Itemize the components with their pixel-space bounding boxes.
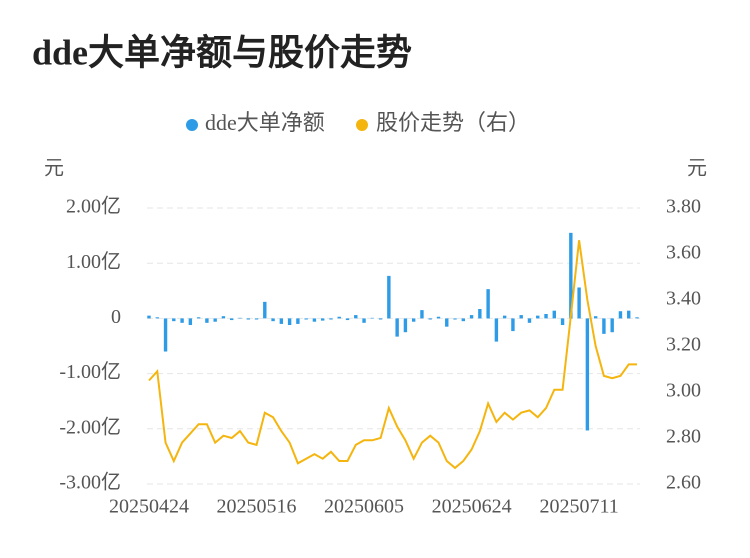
legend-marker <box>186 119 198 131</box>
bar <box>320 318 325 321</box>
bar <box>279 318 284 324</box>
x-tick-label: 20250624 <box>432 496 512 518</box>
bar <box>387 275 391 319</box>
y2-tick-label: 3.20 <box>666 334 701 356</box>
bar <box>627 310 631 319</box>
bar <box>163 318 168 352</box>
y-tick-label: -3.00亿 <box>59 471 121 494</box>
bar <box>635 317 639 319</box>
x-tick-label: 20250711 <box>539 496 618 518</box>
bar <box>329 318 333 320</box>
bar <box>337 316 341 319</box>
chart-title: dde大单净额与股价走势 <box>32 32 412 72</box>
x-tick-label: 20250605 <box>324 496 404 518</box>
bar <box>577 287 581 319</box>
y-tick-label: 2.00亿 <box>66 195 121 218</box>
bar <box>461 318 466 322</box>
x-tick-label: 20250424 <box>109 496 189 518</box>
bar <box>354 315 358 319</box>
bar <box>238 317 242 319</box>
bar <box>221 316 226 319</box>
bar <box>312 318 317 322</box>
bar <box>544 313 548 319</box>
y-axis-unit: 元 <box>44 158 64 180</box>
bar <box>519 315 523 319</box>
bar <box>560 318 565 326</box>
bar <box>494 318 499 342</box>
bar <box>287 318 292 326</box>
x-tick-label: 20250516 <box>217 496 297 518</box>
bar <box>478 309 482 319</box>
bar <box>536 315 540 319</box>
y2-tick-label: 2.60 <box>666 472 701 494</box>
bar <box>370 317 375 319</box>
y2-tick-label: 3.80 <box>666 196 701 218</box>
bar <box>395 318 399 337</box>
bar <box>469 315 474 319</box>
bar <box>436 316 441 319</box>
bar <box>296 318 300 324</box>
bar <box>420 310 424 319</box>
bar <box>411 318 416 322</box>
bar <box>403 318 408 333</box>
bar <box>428 318 432 320</box>
bar <box>593 316 598 319</box>
bar <box>205 318 209 323</box>
bar <box>378 318 383 320</box>
y-tick-label: -2.00亿 <box>59 415 121 438</box>
bar <box>188 318 193 326</box>
y2-tick-label: 2.80 <box>666 426 701 448</box>
y-tick-label: 1.00亿 <box>66 250 121 273</box>
bar <box>585 318 590 431</box>
bar <box>254 318 259 320</box>
bar <box>345 318 350 321</box>
bar <box>511 318 515 332</box>
legend-label[interactable]: 股价走势（右） <box>376 110 530 135</box>
bar <box>527 318 532 323</box>
bar <box>602 318 606 334</box>
bar <box>263 301 267 319</box>
bar <box>246 318 250 320</box>
bar <box>502 315 507 319</box>
legend-label[interactable]: dde大单净额 <box>205 110 325 135</box>
y2-tick-label: 3.00 <box>666 380 701 402</box>
bar <box>486 289 490 319</box>
y-tick-label: -1.00亿 <box>59 360 121 383</box>
price-line <box>148 240 637 470</box>
bar <box>271 318 275 322</box>
bar <box>172 318 176 322</box>
bar <box>610 318 614 333</box>
bar <box>618 311 623 319</box>
bar <box>180 318 184 323</box>
bar <box>147 315 151 319</box>
bar <box>155 317 159 319</box>
bar <box>304 318 308 320</box>
bar <box>362 318 366 323</box>
y-tick-label: 0 <box>111 306 121 328</box>
y2-tick-label: 3.60 <box>666 242 701 264</box>
bar <box>196 317 201 319</box>
y2-tick-label: 3.40 <box>666 288 701 310</box>
legend-marker <box>356 119 368 131</box>
bar <box>213 318 217 322</box>
bar <box>230 318 234 321</box>
y2-axis-unit: 元 <box>687 158 707 180</box>
bar <box>552 310 556 319</box>
bar <box>445 318 449 327</box>
bar <box>569 232 573 319</box>
bar <box>453 318 457 320</box>
